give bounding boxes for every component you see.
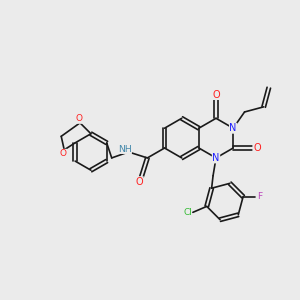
- Text: NH: NH: [118, 145, 131, 154]
- Text: O: O: [253, 143, 261, 153]
- Text: O: O: [60, 149, 67, 158]
- Text: F: F: [257, 192, 262, 201]
- Text: Cl: Cl: [184, 208, 192, 217]
- Text: O: O: [136, 177, 143, 187]
- Text: O: O: [212, 89, 220, 100]
- Text: N: N: [230, 123, 237, 133]
- Text: O: O: [76, 114, 82, 123]
- Text: N: N: [212, 153, 220, 163]
